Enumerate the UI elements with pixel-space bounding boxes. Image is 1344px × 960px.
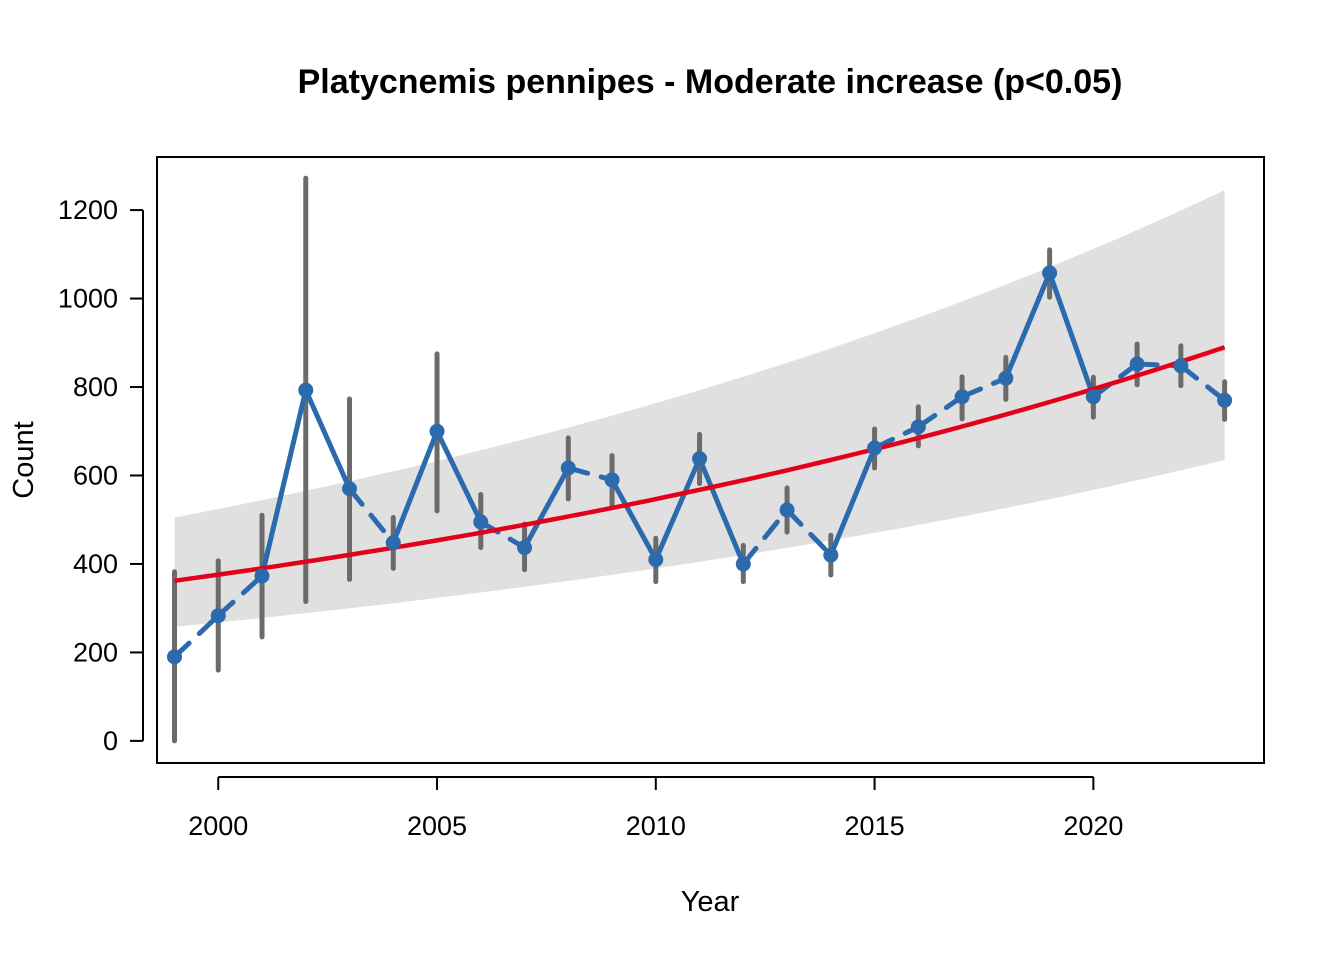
data-point-2021: [1129, 356, 1145, 372]
data-point-2016: [910, 419, 926, 435]
observed-segment-2002-2003: [303, 387, 353, 492]
trend-line: [174, 345, 1226, 584]
data-point-2019: [1042, 265, 1058, 281]
y-tick-label-1200: 1200: [58, 195, 118, 225]
x-axis-label: Year: [681, 886, 740, 918]
data-point-2018: [998, 370, 1014, 386]
observed-segment-1999-2000: [172, 613, 221, 660]
observed-segment-2018-2019: [1003, 270, 1053, 381]
observed-segment-2009-2010: [609, 477, 659, 563]
observed-segment-2013-2014: [784, 507, 834, 558]
observed-segment-2008-2009: [565, 465, 615, 483]
data-point-2017: [954, 389, 970, 405]
y-tick-label-800: 800: [73, 372, 118, 402]
x-axis: 2000 2005 2010 2015 2020: [188, 776, 1123, 841]
observed-segment-2016-2017: [915, 394, 965, 430]
data-point-2012: [735, 556, 751, 572]
plot-frame: [156, 156, 1265, 764]
x-tick-label-2010: 2010: [626, 811, 686, 841]
data-point-2023: [1217, 392, 1233, 408]
x-tick-label-2020: 2020: [1063, 811, 1123, 841]
y-tick-label-600: 600: [73, 460, 118, 490]
y-tick-label-400: 400: [73, 549, 118, 579]
observed-segment-2020-2021: [1090, 361, 1140, 400]
observed-segment-2012-2013: [740, 507, 790, 567]
confidence-band: [174, 190, 1225, 627]
observed-segment-2011-2012: [697, 456, 746, 567]
observed-segment-2006-2007: [478, 519, 528, 551]
data-point-2005: [429, 423, 445, 439]
data-point-2011: [692, 451, 708, 467]
data-point-2022: [1173, 358, 1189, 374]
y-axis-label: Count: [8, 421, 40, 498]
observed-segment-2004-2005: [390, 428, 440, 546]
data-point-2013: [779, 502, 795, 518]
data-point-2004: [385, 535, 401, 551]
observed-segment-2022-2023: [1178, 363, 1228, 403]
x-tick-label-2015: 2015: [845, 811, 905, 841]
data-point-2000: [210, 608, 226, 624]
observed-segment-2015-2016: [872, 424, 921, 451]
data-point-2014: [823, 547, 839, 563]
chart-title: Platycnemis pennipes - Moderate increase…: [298, 63, 1123, 101]
y-tick-label-1000: 1000: [58, 284, 118, 314]
data-point-2007: [517, 540, 533, 556]
observed-segment-2005-2006: [434, 428, 484, 525]
data-point-2001: [254, 568, 270, 584]
observed-points-layer: [167, 265, 1233, 665]
data-point-2008: [560, 460, 576, 476]
data-point-2003: [342, 481, 358, 497]
y-tick-label-200: 200: [73, 637, 118, 667]
observed-segment-2007-2008: [522, 465, 571, 551]
y-tick-label-0: 0: [103, 726, 118, 756]
data-point-2010: [648, 552, 664, 568]
observed-segment-2017-2018: [959, 375, 1009, 400]
observed-segment-2003-2004: [347, 486, 396, 546]
data-point-2009: [604, 472, 620, 488]
observed-segment-2000-2001: [215, 573, 265, 619]
y-axis: 0 200 400 600 800 1000 1200: [58, 195, 144, 756]
observed-series-line: [172, 270, 1228, 660]
data-point-1999: [167, 649, 183, 665]
observed-segment-2001-2002: [259, 387, 309, 579]
data-point-2020: [1085, 389, 1101, 405]
x-tick-label-2000: 2000: [188, 811, 248, 841]
confidence-band-layer: [174, 190, 1225, 627]
observed-segment-2010-2011: [653, 456, 703, 563]
trend-line-layer: [174, 345, 1226, 584]
observed-segment-2014-2015: [828, 445, 878, 558]
data-point-2015: [867, 440, 883, 456]
x-tick-label-2005: 2005: [407, 811, 467, 841]
data-point-2002: [298, 382, 314, 398]
data-point-2006: [473, 514, 489, 530]
observed-segment-2019-2020: [1047, 270, 1096, 400]
